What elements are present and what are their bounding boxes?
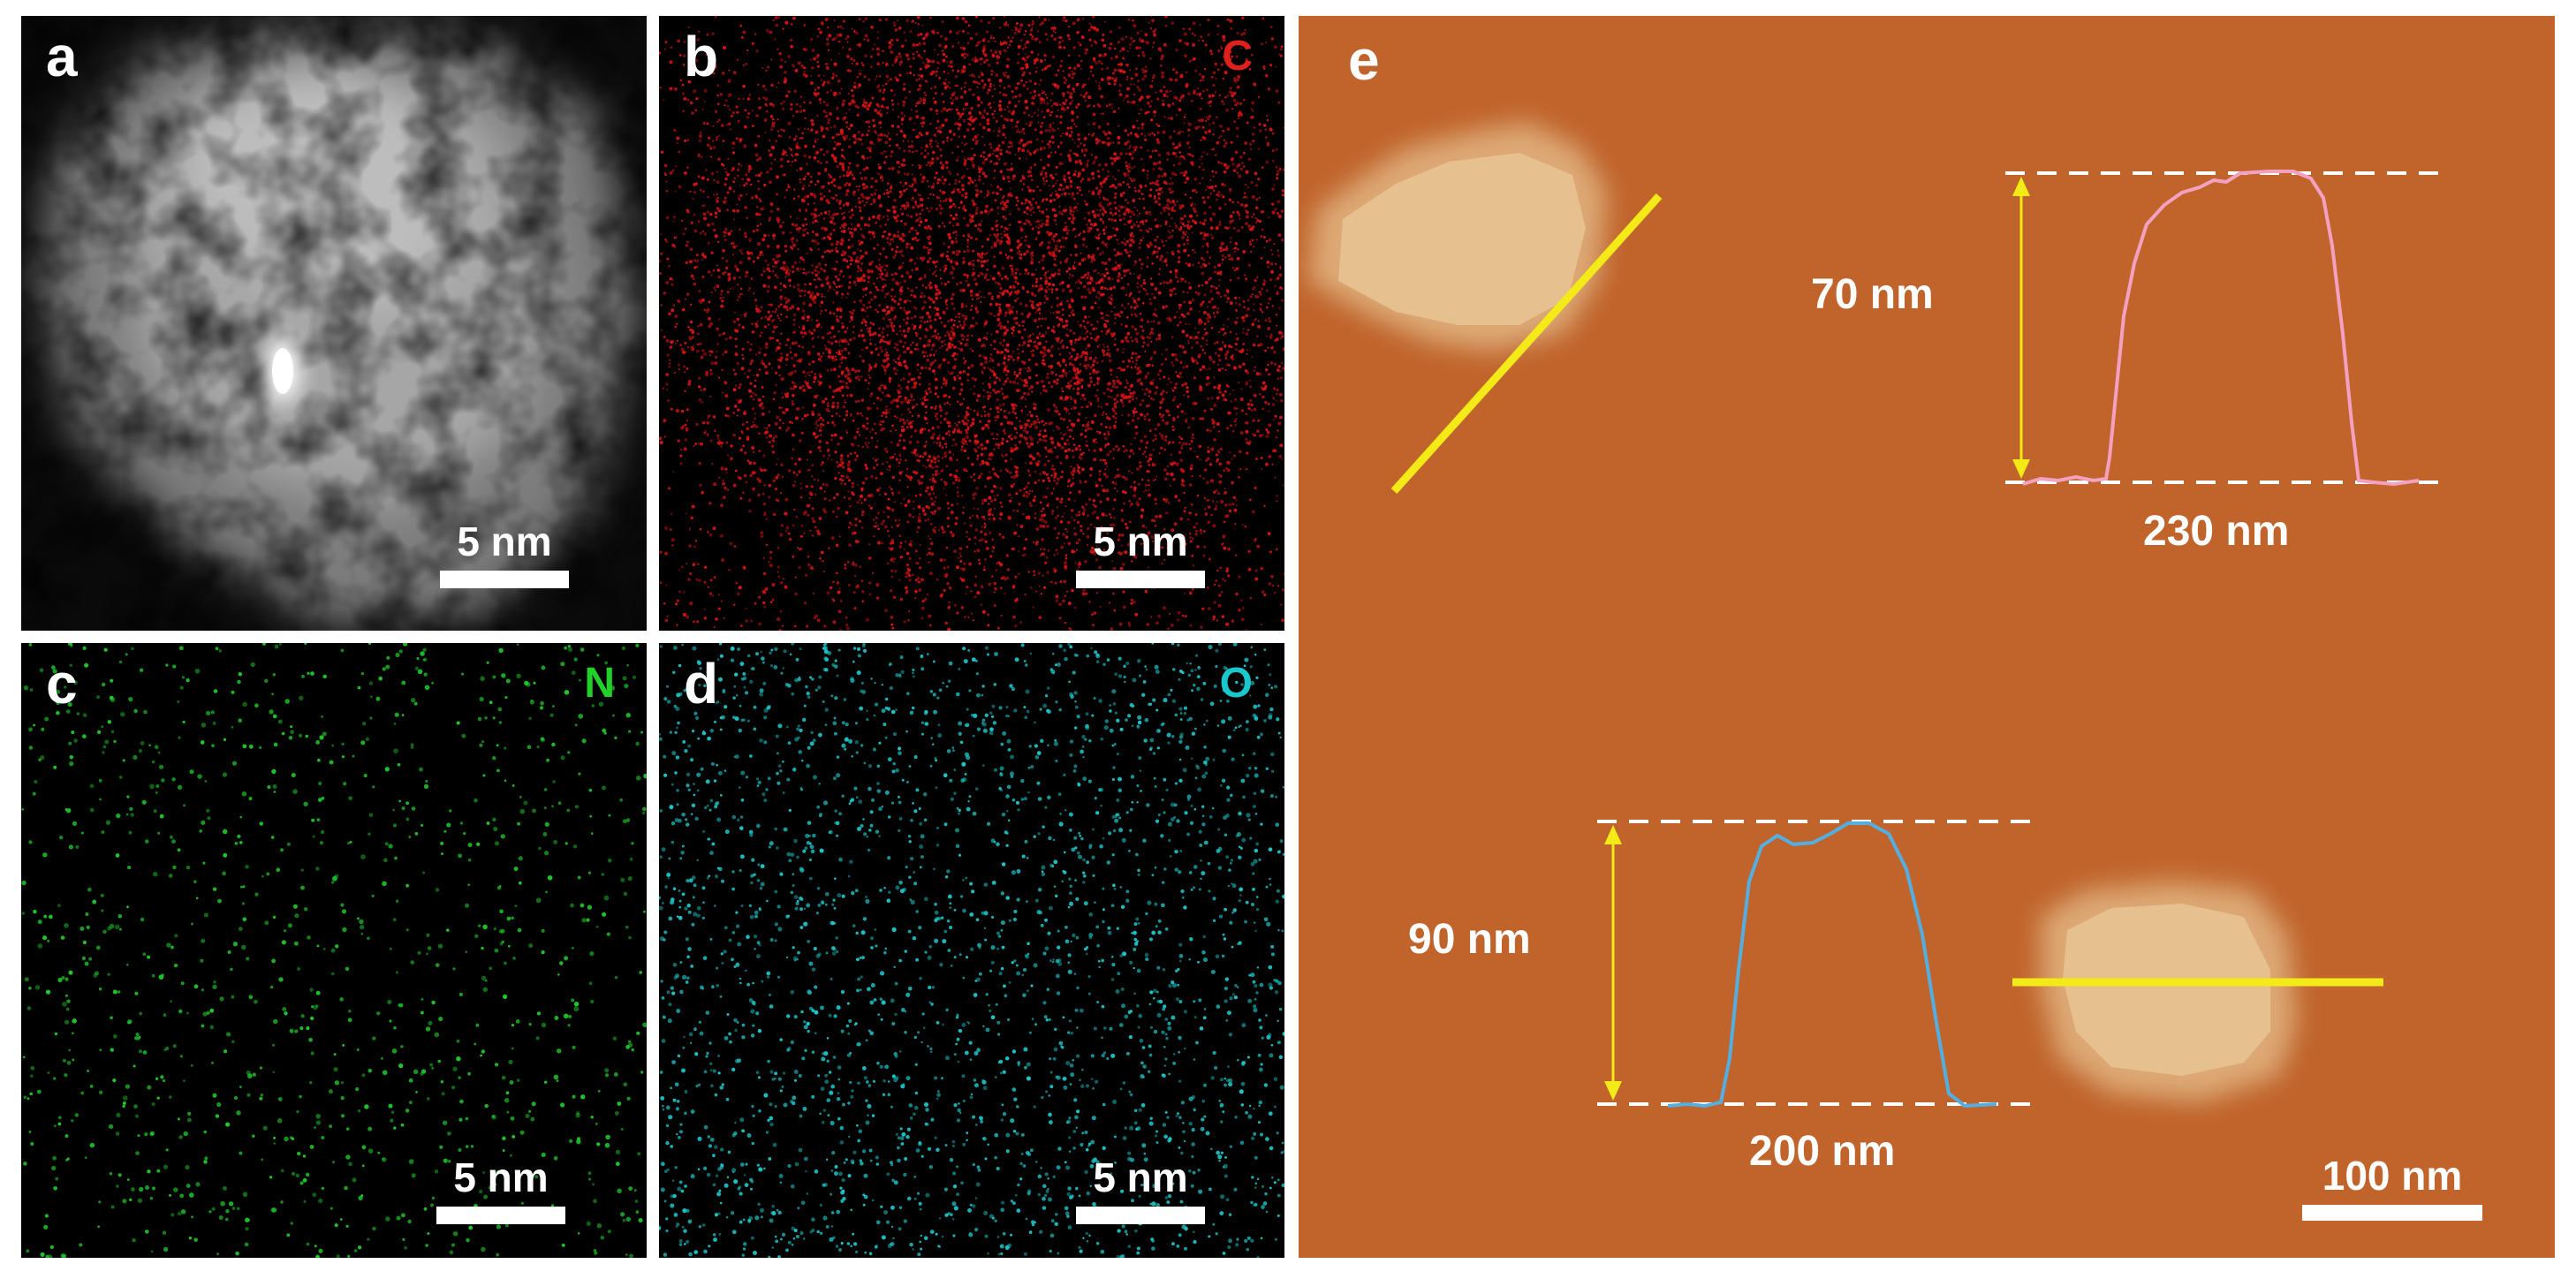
oxygen-map-dots	[659, 643, 1284, 1258]
lower-nanosheet	[2041, 882, 2297, 1102]
scale-bar-line	[436, 1207, 565, 1224]
scale-bar-label: 5 nm	[1093, 518, 1188, 564]
lower-profile-width-label: 200 nm	[1749, 1128, 1896, 1175]
upper-nanosheet	[1307, 122, 1608, 352]
panel-label: a	[46, 25, 78, 88]
element-label: C	[1222, 33, 1253, 79]
scale-bar-label: 100 nm	[2322, 1153, 2463, 1199]
panel-label: e	[1348, 28, 1380, 92]
scale-bar: 5 nm	[1076, 521, 1205, 588]
carbon-map-dots	[659, 16, 1284, 631]
element-label: O	[1219, 660, 1253, 707]
scale-bar-label: 5 nm	[1093, 1154, 1188, 1200]
panel-a-stem-image: a 5 nm	[21, 16, 647, 631]
scale-bar-line	[1076, 1207, 1205, 1224]
scale-bar-line	[2302, 1205, 2482, 1221]
scale-bar-label: 5 nm	[457, 518, 552, 564]
scale-bar: 100 nm	[2302, 1155, 2482, 1221]
scale-bar-label: 5 nm	[453, 1154, 549, 1200]
panel-e-afm-image: e 70 nm 230 nm 90 nm 200 nm 100 nm	[1299, 16, 2555, 1258]
scale-bar: 5 nm	[1076, 1157, 1205, 1224]
lower-profile-height-label: 90 nm	[1408, 916, 1531, 963]
upper-profile-height-label: 70 nm	[1811, 271, 1934, 318]
panel-label: d	[684, 652, 719, 715]
stem-particle-image	[21, 16, 647, 631]
scale-bar: 5 nm	[440, 521, 569, 588]
panel-d-oxygen-map: d O 5 nm	[659, 643, 1284, 1258]
upper-profile-line	[1390, 193, 1663, 495]
panel-c-nitrogen-map: c N 5 nm	[21, 643, 647, 1258]
scale-bar: 5 nm	[436, 1157, 565, 1224]
afm-height-image	[1299, 16, 2555, 1258]
scale-bar-line	[1076, 571, 1205, 588]
panel-b-carbon-map: b C 5 nm	[659, 16, 1284, 631]
panel-label: c	[46, 652, 78, 715]
lower-height-profile	[1597, 820, 2041, 1109]
element-label: N	[584, 660, 615, 707]
upper-height-profile	[2005, 170, 2445, 487]
upper-profile-width-label: 230 nm	[2143, 508, 2290, 555]
scale-bar-line	[440, 571, 569, 588]
panel-label: b	[684, 25, 719, 88]
